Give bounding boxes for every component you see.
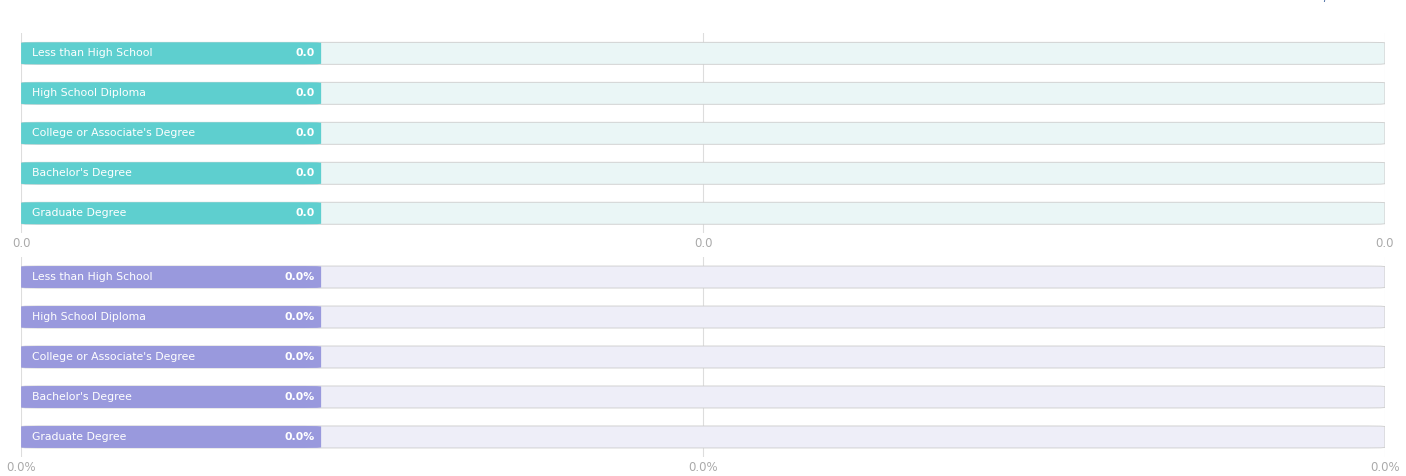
FancyBboxPatch shape: [21, 266, 1385, 288]
Text: College or Associate's Degree: College or Associate's Degree: [32, 128, 195, 139]
Text: 0.0: 0.0: [295, 88, 315, 99]
Text: 0.0%: 0.0%: [284, 392, 315, 402]
Text: FERTILITY BY EDUCATION IN TERLTON: FERTILITY BY EDUCATION IN TERLTON: [21, 0, 333, 4]
Text: Bachelor's Degree: Bachelor's Degree: [32, 168, 132, 178]
Text: 0.0%: 0.0%: [284, 432, 315, 442]
FancyBboxPatch shape: [21, 202, 321, 224]
FancyBboxPatch shape: [21, 306, 321, 328]
Text: 0.0: 0.0: [295, 128, 315, 139]
FancyBboxPatch shape: [21, 42, 1385, 64]
Text: 0.0: 0.0: [295, 48, 315, 59]
Text: High School Diploma: High School Diploma: [32, 88, 146, 99]
FancyBboxPatch shape: [21, 162, 1385, 184]
Text: Less than High School: Less than High School: [32, 272, 152, 282]
FancyBboxPatch shape: [21, 346, 321, 368]
FancyBboxPatch shape: [21, 42, 321, 64]
Text: 0.0: 0.0: [295, 168, 315, 178]
FancyBboxPatch shape: [21, 346, 1385, 368]
FancyBboxPatch shape: [21, 122, 1385, 144]
FancyBboxPatch shape: [21, 426, 1385, 448]
FancyBboxPatch shape: [21, 162, 321, 184]
FancyBboxPatch shape: [21, 386, 321, 408]
Text: Bachelor's Degree: Bachelor's Degree: [32, 392, 132, 402]
FancyBboxPatch shape: [21, 122, 321, 144]
Text: 0.0%: 0.0%: [284, 352, 315, 362]
FancyBboxPatch shape: [21, 386, 1385, 408]
Text: 0.0%: 0.0%: [284, 312, 315, 322]
Text: Graduate Degree: Graduate Degree: [32, 432, 127, 442]
Text: Source: ZipAtlas.com: Source: ZipAtlas.com: [1264, 0, 1389, 2]
FancyBboxPatch shape: [21, 202, 1385, 224]
Text: 0.0: 0.0: [295, 208, 315, 218]
Text: Less than High School: Less than High School: [32, 48, 152, 59]
Text: Graduate Degree: Graduate Degree: [32, 208, 127, 218]
Text: College or Associate's Degree: College or Associate's Degree: [32, 352, 195, 362]
FancyBboxPatch shape: [21, 266, 321, 288]
FancyBboxPatch shape: [21, 306, 1385, 328]
FancyBboxPatch shape: [21, 82, 1385, 104]
Text: High School Diploma: High School Diploma: [32, 312, 146, 322]
FancyBboxPatch shape: [21, 426, 321, 448]
Text: 0.0%: 0.0%: [284, 272, 315, 282]
FancyBboxPatch shape: [21, 82, 321, 104]
